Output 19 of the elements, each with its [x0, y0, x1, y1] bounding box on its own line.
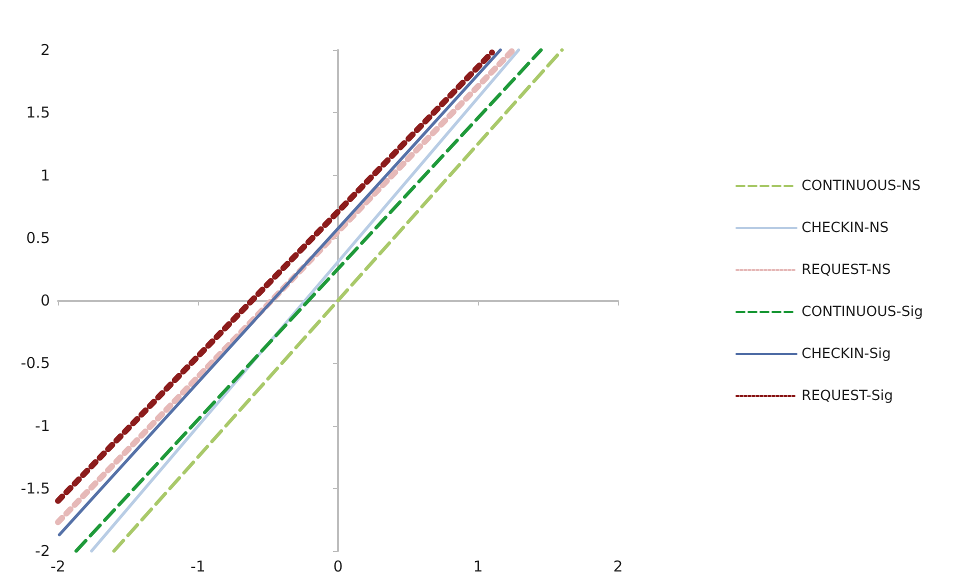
y-tick-label: 1: [40, 166, 50, 184]
x-tick-label: 2: [613, 558, 623, 576]
legend-label: REQUEST-NS: [801, 262, 891, 278]
x-tick-label: 1: [473, 558, 483, 576]
y-tick-label: -2: [35, 542, 50, 560]
y-tick-label: 2: [40, 41, 50, 59]
x-tick-label: -1: [190, 558, 206, 576]
legend-label: CHECKIN-NS: [801, 220, 889, 236]
legend-label: REQUEST-Sig: [801, 388, 894, 404]
y-tick-label: 0: [40, 292, 50, 310]
x-tick-label: 0: [333, 558, 343, 576]
y-tick-label: -1: [35, 416, 50, 435]
legend-label: CONTINUOUS-NS: [801, 178, 921, 194]
y-tick-label: 0.5: [26, 228, 50, 247]
y-tick-label: 1.5: [26, 104, 50, 122]
legend-label: CHECKIN-Sig: [801, 346, 891, 362]
y-tick-label: -0.5: [20, 354, 50, 372]
legend-label: CONTINUOUS-Sig: [801, 304, 924, 320]
y-tick-label: -1.5: [20, 479, 50, 498]
